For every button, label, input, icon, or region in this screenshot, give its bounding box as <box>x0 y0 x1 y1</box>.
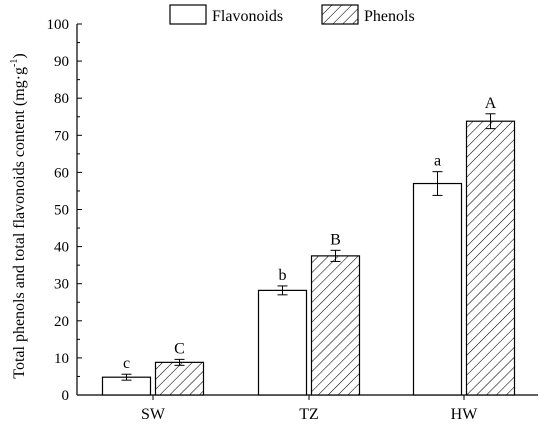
y-tick-label: 100 <box>47 17 70 33</box>
legend-swatch-flavonoids <box>169 4 207 25</box>
y-tick-label: 80 <box>54 91 69 107</box>
bar-phenols-tz <box>310 255 361 396</box>
legend-label-phenols: Phenols <box>364 8 415 25</box>
y-axis-label-superscript: -1 <box>9 59 20 67</box>
y-tick-label: 40 <box>54 240 69 256</box>
significance-label: A <box>485 95 497 112</box>
bar-flavonoids-tz <box>257 289 308 396</box>
y-axis-label-close: ) <box>11 53 28 58</box>
significance-label: a <box>434 153 441 170</box>
x-tick-label: TZ <box>299 406 319 423</box>
y-tick-label: 70 <box>54 128 69 144</box>
significance-label: B <box>330 231 341 248</box>
x-tick-label: SW <box>141 406 166 423</box>
x-tick-label: HW <box>451 406 479 423</box>
y-tick-label: 20 <box>54 314 69 330</box>
y-tick-label: 60 <box>54 165 69 181</box>
y-axis-label-main: Total phenols and total flavonoids conte… <box>11 67 28 379</box>
bar-phenols-hw <box>465 120 516 396</box>
bar-phenols-sw <box>154 361 205 396</box>
y-tick-label: 30 <box>54 277 69 293</box>
plot-area: 0 10 20 30 40 50 60 70 80 90 100 SW c C TZ b B HW a A <box>47 17 538 423</box>
legend: Flavonoids Phenols <box>169 4 415 25</box>
y-axis-label: Total phenols and total flavonoids conte… <box>9 53 28 378</box>
legend-label-flavonoids: Flavonoids <box>212 8 283 25</box>
y-tick-label: 0 <box>62 388 70 404</box>
y-tick-label: 10 <box>54 351 69 367</box>
bar-flavonoids-hw <box>412 182 463 396</box>
y-tick-label: 90 <box>54 54 69 70</box>
y-tick-label: 50 <box>54 203 69 219</box>
significance-label: C <box>174 340 185 357</box>
significance-label: b <box>279 267 287 284</box>
legend-swatch-phenols <box>321 4 359 25</box>
significance-label: c <box>123 355 130 372</box>
